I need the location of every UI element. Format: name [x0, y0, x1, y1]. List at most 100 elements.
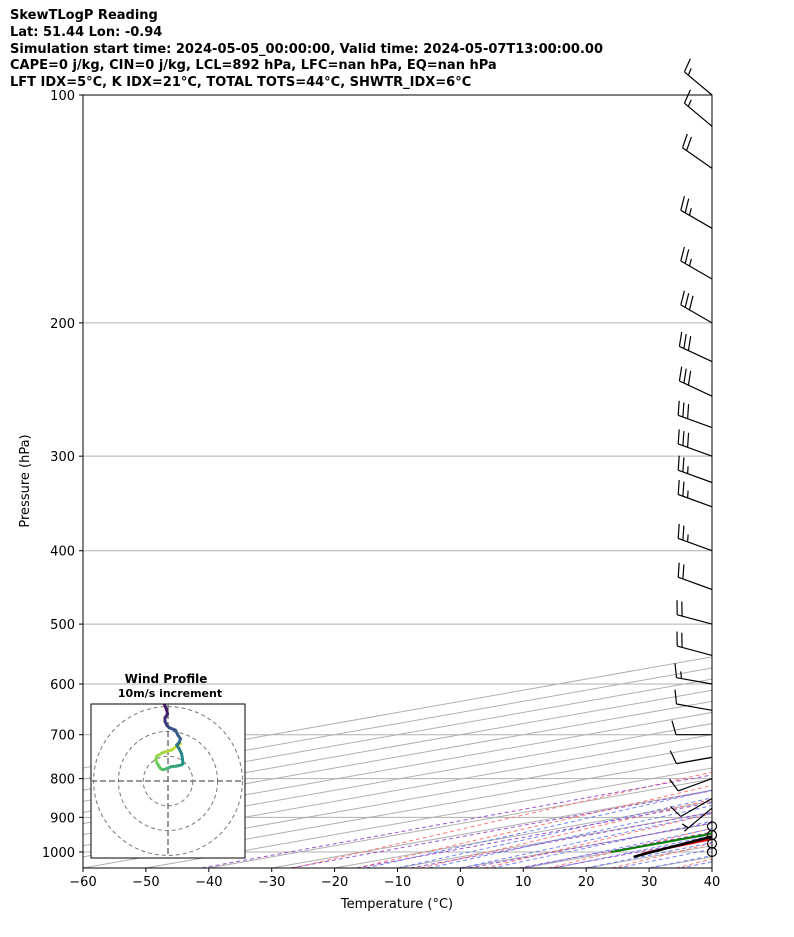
moist-adiabat [523, 828, 712, 868]
barb-flag [677, 400, 680, 416]
barb-flag [682, 564, 685, 579]
barb-flag [681, 133, 688, 148]
dry-adiabat [740, 95, 794, 868]
barb-half-flag [687, 490, 689, 498]
chart-title: SkewTLogP Reading [10, 8, 158, 23]
wind-barb [680, 196, 713, 229]
isotherm [83, 700, 712, 813]
barb-staff [677, 493, 713, 508]
y-tick-label: 900 [50, 811, 75, 826]
isotherm-grid [83, 656, 712, 868]
barb-flag [678, 366, 683, 382]
y-tick-label: 200 [50, 317, 75, 332]
mixing-ratio-line [290, 790, 712, 868]
indices-line-1: CAPE=0 j/kg, CIN=0 j/kg, LCL=892 hPa, LF… [10, 58, 497, 74]
dry-adiabats [293, 95, 794, 868]
sounding-lines [610, 832, 712, 859]
barb-half-flag [680, 671, 683, 679]
chart-header: SkewTLogP Reading Lat: 51.44 Lon: -0.94 … [10, 8, 603, 92]
mixing-ratio-lines [201, 774, 712, 868]
wind-barb [669, 797, 713, 818]
y-tick-label: 600 [50, 678, 75, 693]
moist-adiabat [491, 820, 712, 868]
isotherm [271, 789, 712, 868]
barb-half-flag [687, 466, 689, 474]
barb-staff [684, 71, 713, 96]
mixing-ratio-line [518, 831, 712, 868]
barb-flag [677, 455, 680, 471]
barb-half-flag [681, 823, 689, 829]
y-tick-label: 300 [50, 450, 75, 465]
x-tick-label: −10 [384, 875, 411, 890]
barb-flag [683, 334, 687, 349]
wind-barb [681, 133, 713, 169]
x-tick-label: 30 [641, 875, 658, 890]
barb-staff [677, 443, 713, 457]
barb-staff [676, 677, 713, 685]
x-axis-ticks: −60 −50 −40 −30 −20 −10 0 10 20 30 40 [69, 868, 720, 890]
wind-barb [680, 290, 713, 324]
barb-staff [680, 209, 713, 229]
dry-adiabat [611, 842, 712, 868]
wind-barb [674, 689, 713, 711]
wind-barb [669, 778, 713, 792]
x-tick-label: −20 [321, 875, 348, 890]
barb-flag [680, 196, 685, 211]
barb-flag [687, 432, 690, 448]
barb-flag [669, 778, 679, 792]
location-line: Lat: 51.44 Lon: -0.94 [10, 24, 163, 40]
wind-barb [671, 720, 712, 736]
dry-adiabat [293, 771, 712, 868]
barb-flag [677, 562, 680, 578]
isotherm [83, 723, 712, 836]
isotherm [397, 811, 712, 868]
barb-flag [677, 429, 680, 444]
y-tick-label: 1000 [42, 846, 75, 861]
y-tick-label: 500 [50, 618, 75, 633]
x-tick-label: −40 [195, 875, 222, 890]
barb-flag [686, 136, 692, 151]
temperature-line [633, 838, 712, 858]
wind-barb [683, 89, 713, 127]
barb-flag [682, 481, 685, 497]
barb-staff [682, 147, 713, 169]
barb-half-flag [687, 99, 692, 107]
barb-staff [677, 576, 713, 591]
moist-adiabat [397, 797, 712, 868]
cin-shaded-area [633, 836, 712, 857]
barb-flag [674, 663, 678, 678]
barb-staff [676, 756, 713, 765]
isotherm [83, 678, 712, 791]
isotherm [83, 656, 712, 769]
wind-barb [676, 631, 713, 656]
mixing-ratio-line [468, 822, 712, 868]
barb-flag [677, 523, 680, 539]
inset-title: Wind Profile [125, 672, 208, 686]
barb-half-flag [688, 258, 692, 267]
time-line: Simulation start time: 2024-05-05_00:00:… [10, 41, 603, 57]
barb-flag [682, 431, 685, 446]
barb-staff [676, 703, 713, 711]
isotherm [83, 667, 712, 780]
x-tick-label: 10 [515, 875, 532, 890]
wind-barb [706, 821, 718, 832]
barb-flag [680, 290, 685, 306]
barb-flag [682, 402, 685, 418]
cape-cin-shading [633, 836, 712, 857]
x-tick-label: −50 [132, 875, 159, 890]
wind-barb [683, 58, 713, 96]
y-axis-label: Pressure (hPa) [18, 434, 33, 527]
dewpoint-line [610, 832, 712, 853]
barb-flag [687, 370, 692, 386]
barb-flag [671, 720, 677, 735]
barb-staff [677, 645, 713, 656]
barb-staff [684, 102, 713, 127]
moist-adiabat [617, 848, 712, 868]
hodograph-inset: Wind Profile 10m/s increment [90, 672, 246, 859]
y-tick-label: 400 [50, 545, 75, 560]
mixing-ratio-line [201, 774, 712, 868]
x-tick-label: −30 [258, 875, 285, 890]
inset-subtitle: 10m/s increment [118, 687, 222, 700]
x-tick-label: −60 [69, 875, 96, 890]
dry-adiabat [484, 813, 712, 868]
